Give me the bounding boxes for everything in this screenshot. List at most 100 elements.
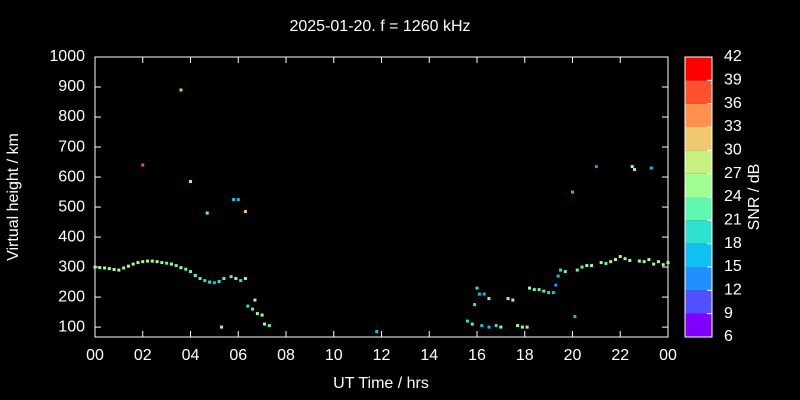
data-point	[141, 260, 145, 264]
colorbar-tick-label: 24	[724, 188, 742, 205]
data-point	[652, 262, 656, 266]
data-point	[647, 258, 651, 262]
data-point	[499, 325, 503, 329]
data-point	[613, 258, 617, 262]
data-point	[630, 165, 634, 169]
data-point	[525, 325, 529, 329]
data-point	[208, 280, 212, 284]
y-tick-label: 100	[58, 318, 85, 335]
data-point	[477, 292, 481, 296]
data-point	[528, 286, 532, 290]
data-point	[126, 264, 130, 268]
data-point	[217, 279, 221, 283]
data-point	[107, 267, 111, 271]
x-tick-label: 04	[182, 347, 200, 364]
colorbar-tick-label: 18	[724, 235, 742, 252]
y-tick-label: 900	[58, 78, 85, 95]
data-point	[103, 266, 107, 270]
data-point	[150, 259, 154, 263]
data-point	[184, 267, 188, 271]
data-point	[470, 322, 474, 326]
data-point	[136, 261, 140, 265]
data-point	[656, 260, 660, 264]
colorbar-segment	[685, 197, 712, 221]
data-point	[473, 303, 477, 307]
x-tick-label: 00	[659, 347, 677, 364]
colorbar-segment	[685, 220, 712, 244]
colorbar-label: SNR / dB	[746, 164, 763, 231]
colorbar-tick-label: 6	[724, 328, 733, 345]
data-point	[93, 265, 97, 269]
x-tick-label: 20	[564, 347, 582, 364]
x-tick-label: 12	[373, 347, 391, 364]
data-point	[112, 267, 116, 271]
colorbar-segment	[685, 80, 712, 104]
colorbar-tick-label: 39	[724, 72, 742, 89]
data-point	[146, 259, 150, 263]
colorbar-tick-label: 12	[724, 282, 742, 299]
data-point	[532, 288, 536, 292]
data-point	[633, 168, 637, 172]
data-point	[585, 264, 589, 268]
data-point	[179, 88, 183, 92]
data-point	[212, 281, 216, 285]
data-point	[193, 273, 197, 277]
data-point	[205, 211, 209, 215]
data-point	[480, 324, 484, 328]
data-point	[594, 165, 598, 169]
data-point	[551, 291, 555, 295]
data-point	[494, 324, 498, 328]
data-point	[573, 315, 577, 319]
y-axis-label: Virtual height / km	[5, 133, 22, 261]
data-point	[131, 262, 135, 266]
data-point	[375, 330, 379, 334]
colorbar-tick-label: 21	[724, 212, 742, 229]
data-point	[487, 297, 491, 301]
colorbar-segment	[685, 127, 712, 151]
x-tick-label: 14	[420, 347, 438, 364]
data-point	[506, 297, 510, 301]
colorbar-segment	[685, 57, 712, 81]
data-point	[203, 279, 207, 283]
y-tick-label: 600	[58, 168, 85, 185]
colorbar-segment	[685, 173, 712, 197]
data-point	[220, 325, 224, 329]
y-tick-label: 400	[58, 228, 85, 245]
data-point	[251, 307, 255, 311]
data-point	[253, 298, 257, 302]
x-tick-label: 02	[134, 347, 152, 364]
colorbar-tick-label: 27	[724, 165, 742, 182]
data-point	[246, 304, 250, 308]
y-tick-label: 1000	[49, 48, 85, 65]
data-point	[174, 264, 178, 268]
data-point	[482, 292, 486, 296]
data-point	[189, 180, 192, 184]
colorbar-tick-label: 36	[724, 95, 742, 112]
y-tick-label: 700	[58, 138, 85, 155]
data-point	[198, 276, 202, 280]
data-point	[554, 283, 558, 287]
data-point	[520, 325, 524, 329]
plot-frame	[94, 56, 669, 338]
data-point	[243, 210, 247, 214]
x-tick-label: 00	[86, 347, 104, 364]
x-tick-label: 10	[325, 347, 343, 364]
colorbar-tick-label: 30	[724, 142, 742, 159]
data-point	[487, 325, 491, 329]
data-point	[239, 279, 243, 283]
data-point	[599, 261, 603, 265]
x-axis-label: UT Time / hrs	[333, 375, 429, 392]
data-point	[661, 263, 665, 267]
data-point	[234, 276, 238, 280]
data-point	[141, 163, 145, 167]
data-point	[267, 324, 271, 328]
data-point	[229, 275, 233, 279]
data-point	[236, 198, 240, 202]
data-point	[465, 319, 469, 323]
x-tick-label: 16	[468, 347, 486, 364]
data-point	[516, 324, 520, 328]
x-tick-label: 22	[611, 347, 629, 364]
data-point	[637, 259, 641, 263]
data-point	[122, 266, 126, 270]
